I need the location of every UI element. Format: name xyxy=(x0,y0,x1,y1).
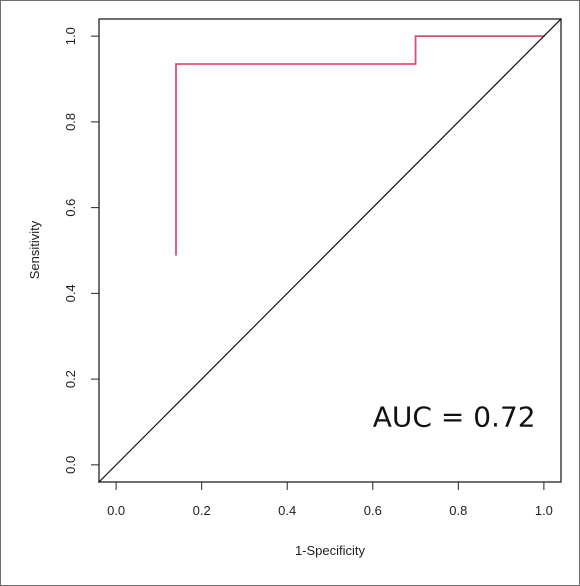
y-tick-label: 0.8 xyxy=(63,113,78,131)
y-tick-label: 0.4 xyxy=(63,284,78,302)
roc-curve-line xyxy=(175,35,545,256)
annotation-layer: AUC = 0.72 xyxy=(373,400,536,433)
y-axis-title: Sensitivity xyxy=(27,220,42,279)
x-tick-label: 0.4 xyxy=(278,503,296,518)
x-tick-label: 0.0 xyxy=(107,503,125,518)
x-tick-label: 0.6 xyxy=(364,503,382,518)
y-axis: 0.0 0.2 0.4 0.6 0.8 1.0 xyxy=(63,27,99,474)
series-layer xyxy=(98,18,562,483)
x-axis: 0.0 0.2 0.4 0.6 0.8 1.0 xyxy=(107,482,553,518)
y-tick-label: 0.0 xyxy=(63,456,78,474)
x-tick-label: 0.2 xyxy=(193,503,211,518)
x-tick-label: 0.8 xyxy=(449,503,467,518)
y-tick-label: 0.2 xyxy=(63,370,78,388)
x-axis-title: 1-Specificity xyxy=(295,543,366,558)
x-tick-label: 1.0 xyxy=(535,503,553,518)
y-tick-label: 1.0 xyxy=(63,27,78,45)
auc-annotation: AUC = 0.72 xyxy=(373,400,536,433)
y-tick-label: 0.6 xyxy=(63,199,78,217)
reference-diagonal-line xyxy=(98,18,562,483)
